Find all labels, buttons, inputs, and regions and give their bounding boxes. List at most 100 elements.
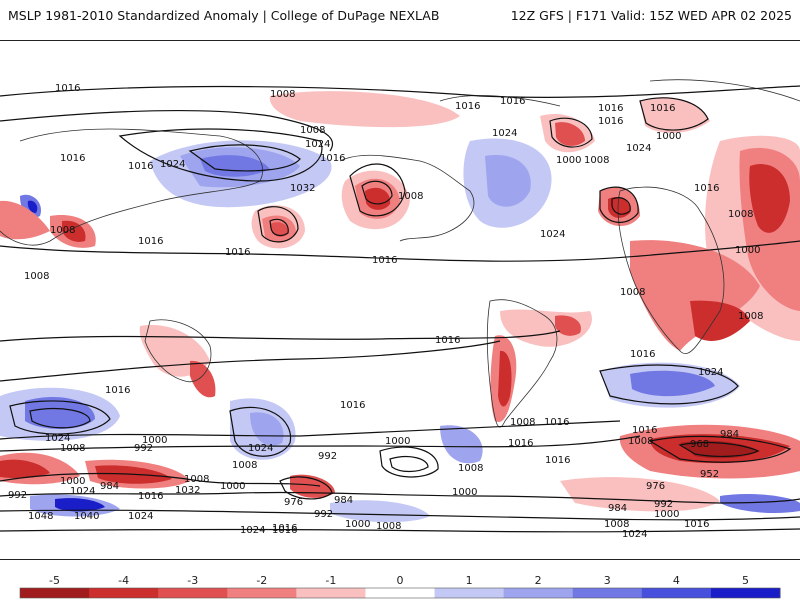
isobar-label: 1016 <box>650 103 675 114</box>
colorbar-band <box>89 588 159 598</box>
colorbar-band <box>572 588 643 598</box>
isobar-label: 992 <box>318 451 337 462</box>
anomaly-map: 1016 1008 1016 1016 1024 1016 1032 1016 … <box>0 79 800 540</box>
isobar-label: 1008 <box>300 125 325 136</box>
isobar-label: 1016 <box>545 455 570 466</box>
isobar-label: 1008 <box>628 436 653 447</box>
isobar-label: 1016 <box>55 83 80 94</box>
isobar-label: 1008 <box>620 287 645 298</box>
isobar-label: 1008 <box>458 463 483 474</box>
isobar-label: 992 <box>314 509 333 520</box>
isobar-label: 1016 <box>272 525 297 536</box>
isobar-labels: 1016 1008 1016 1016 1024 1016 1032 1016 … <box>8 83 763 540</box>
isobar-label: 1000 <box>385 436 410 447</box>
isobar-label: 1000 <box>452 487 477 498</box>
isobar-label: 1008 <box>24 271 49 282</box>
colorbar-band <box>296 588 366 598</box>
isobar-label: 1008 <box>60 443 85 454</box>
isobar-label: 1000 <box>345 519 370 530</box>
isobar-label: 984 <box>334 495 353 506</box>
isobar-label: 1008 <box>50 225 75 236</box>
isobar-label: 968 <box>690 439 709 450</box>
isobar-label: 1016 <box>272 523 297 534</box>
isobar-label: 1032 <box>290 183 315 194</box>
colorbar-tick-label: 3 <box>604 574 611 587</box>
isobar-label: 1024 <box>622 529 647 540</box>
isobar-label: 1008 <box>584 155 609 166</box>
isobar-label: 1008 <box>398 191 423 202</box>
isobar-label: 1000 <box>60 476 85 487</box>
map-panel: 1016 1008 1016 1016 1024 1016 1032 1016 … <box>0 40 800 560</box>
isobar-label: 1016 <box>684 519 709 530</box>
isobar-label: 1016 <box>500 96 525 107</box>
colorbar-band <box>503 588 574 598</box>
colorbar-outline <box>19 587 781 599</box>
colorbar-tick-label: -5 <box>49 574 60 587</box>
isobar-label: 1008 <box>270 89 295 100</box>
colorbar-tick-label: 2 <box>535 574 542 587</box>
colorbar: -5 -4 -3 -2 -1 0 1 2 3 4 5 <box>0 572 800 600</box>
isobar-label: 1016 <box>632 425 657 436</box>
isobar-label: 984 <box>100 481 119 492</box>
colorbar-tick-labels: -5 -4 -3 -2 -1 0 1 2 3 4 5 <box>49 574 749 587</box>
colorbar-tick-label: -2 <box>256 574 267 587</box>
colorbar-bands <box>19 587 781 599</box>
isobar-label: 1016 <box>630 349 655 360</box>
isobar-label: 976 <box>646 481 665 492</box>
isobar-label: 1016 <box>225 247 250 258</box>
map-title: MSLP 1981-2010 Standardized Anomaly | Co… <box>8 8 440 23</box>
colorbar-tick-label: -3 <box>187 574 198 587</box>
isobar-label: 1024 <box>160 159 185 170</box>
isobar-label: 1032 <box>175 485 200 496</box>
isobar-label: 1016 <box>128 161 153 172</box>
isobar-label: 1024 <box>248 443 273 454</box>
isobar-label: 1016 <box>320 153 345 164</box>
isobar-label: 1016 <box>105 385 130 396</box>
colorbar-tick-label: -1 <box>325 574 336 587</box>
isobar-label: 992 <box>8 490 27 501</box>
isobar-label: 1024 <box>45 433 70 444</box>
isobar-label: 984 <box>720 429 739 440</box>
isobar-label: 1008 <box>510 417 535 428</box>
model-valid-time: 12Z GFS | F171 Valid: 15Z WED APR 02 202… <box>510 8 792 23</box>
positive-anomaly-shading <box>0 138 800 523</box>
isobar-label: 1000 <box>556 155 581 166</box>
isobar-label: 1016 <box>138 236 163 247</box>
isobar-label: 976 <box>284 497 303 508</box>
isobar-label: 1024 <box>540 229 565 240</box>
isobar-label: 1016 <box>60 153 85 164</box>
isobar-label: 1008 <box>232 460 257 471</box>
isobar-label: 1024 <box>240 525 265 536</box>
colorbar-tick-label: 4 <box>673 574 680 587</box>
isobar-label: 1016 <box>544 417 569 428</box>
isobar-label: 1016 <box>372 255 397 266</box>
isobar-label: 1016 <box>598 103 623 114</box>
colorbar-tick-label: -4 <box>118 574 129 587</box>
isobar-label: 1016 <box>435 335 460 346</box>
isobar-label: 1024 <box>70 486 95 497</box>
isobar-label: 1016 <box>598 116 623 127</box>
colorbar-band <box>434 588 505 598</box>
isobar-label: 1016 <box>455 101 480 112</box>
isobar-label: 1008 <box>728 209 753 220</box>
isobars <box>0 85 800 533</box>
colorbar-band <box>641 588 712 598</box>
header-bar: MSLP 1981-2010 Standardized Anomaly | Co… <box>0 0 800 38</box>
isobar-label: 1000 <box>220 481 245 492</box>
isobar-label: 1016 <box>138 491 163 502</box>
isobar-label: 1008 <box>376 521 401 532</box>
isobar-label: 1000 <box>735 245 760 256</box>
isobar-label: 1024 <box>305 139 330 150</box>
isobar-label: 1024 <box>626 143 651 154</box>
isobar-label: 1016 <box>694 183 719 194</box>
isobar-label: 1048 <box>28 511 53 522</box>
isobar-label: 1008 <box>738 311 763 322</box>
isobar-label: 1040 <box>74 511 99 522</box>
negative-anomaly-shading <box>0 91 800 512</box>
colorbar-band <box>227 588 297 598</box>
isobar-label: 984 <box>608 503 627 514</box>
isobar-label: 1000 <box>142 435 167 446</box>
isobar-label: 992 <box>654 499 673 510</box>
isobar-label: 1008 <box>604 519 629 530</box>
colorbar-band <box>20 588 90 598</box>
